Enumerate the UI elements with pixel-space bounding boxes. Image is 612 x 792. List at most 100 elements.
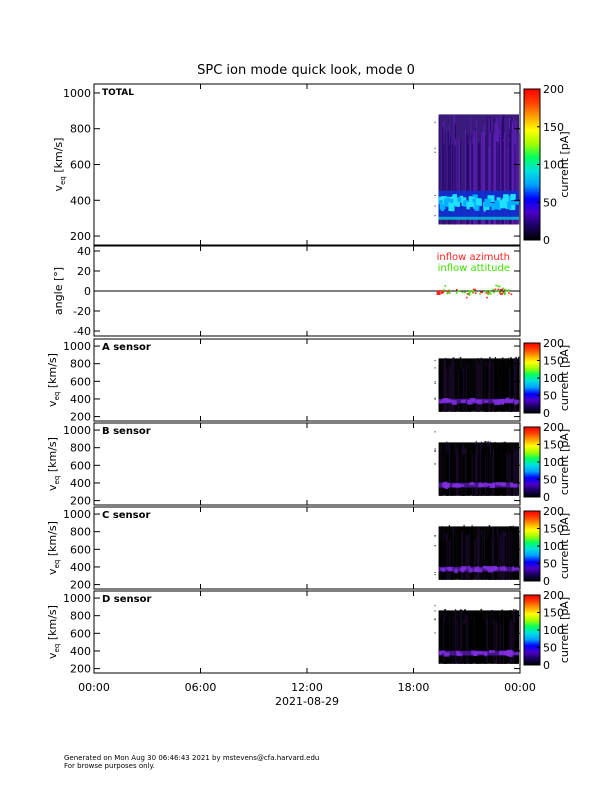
attitude-point xyxy=(486,293,489,295)
colorbar-tick-label: 150 xyxy=(543,607,564,620)
attitude-point xyxy=(484,290,487,292)
spectrogram-streak xyxy=(456,361,458,412)
azimuth-point xyxy=(474,288,477,291)
spectrogram-streak xyxy=(497,539,498,580)
spectrogram-streak xyxy=(447,531,449,580)
spectrogram-streak xyxy=(446,369,448,412)
core-beam-cell xyxy=(460,567,465,573)
spectrogram-streak xyxy=(490,453,492,496)
attitude-point xyxy=(468,290,470,293)
spectrogram-streak xyxy=(513,529,516,580)
spectrogram-streak xyxy=(478,142,481,225)
core-beam-cell xyxy=(484,652,488,656)
spectrogram-streak xyxy=(494,356,497,412)
spectrogram-streak xyxy=(482,620,485,664)
colorbar-tick-label: 150 xyxy=(543,439,564,452)
data-speck xyxy=(434,618,436,620)
spectrogram-streak xyxy=(506,452,508,496)
data-speck xyxy=(434,147,436,149)
core-beam-cell xyxy=(509,204,516,211)
colorbar-tick-label: 150 xyxy=(543,355,564,368)
core-beam-cell xyxy=(463,200,469,207)
core-beam-cell xyxy=(475,399,482,403)
data-speck xyxy=(434,545,436,547)
spectrogram-streak xyxy=(461,371,464,412)
spectrogram-streak xyxy=(509,620,512,664)
spectrogram-streak xyxy=(438,364,441,412)
spectrogram-streak xyxy=(445,540,447,580)
attitude-point xyxy=(490,293,492,295)
azimuth-point xyxy=(510,293,513,296)
y-tick-label: 600 xyxy=(70,543,91,556)
spectrogram-streak xyxy=(485,365,488,412)
colorbar-label: current [pA] xyxy=(558,345,571,411)
colorbar-tick-label: 0 xyxy=(543,575,550,588)
core-beam-cell xyxy=(514,652,519,655)
attitude-point xyxy=(487,293,490,296)
core-beam-cell xyxy=(454,568,458,574)
core-beam-cell xyxy=(508,652,513,657)
x-axis-label: 2021-08-29 xyxy=(275,695,339,708)
data-speck xyxy=(434,360,436,362)
spectrogram-streak xyxy=(479,442,482,496)
spectrogram-streak xyxy=(472,448,475,496)
core-beam-cell xyxy=(456,650,460,656)
x-tick-label: 00:00 xyxy=(78,681,110,694)
core-beam-cell xyxy=(512,566,515,571)
attitude-point xyxy=(448,289,450,291)
spectrogram-streak xyxy=(452,456,455,496)
azimuth-point xyxy=(472,288,475,291)
core-beam-cell xyxy=(514,201,520,205)
core-beam-cell xyxy=(489,650,493,653)
panel-label: A sensor xyxy=(102,342,151,353)
x-tick-label: 12:00 xyxy=(291,681,323,694)
azimuth-point xyxy=(486,296,488,299)
core-beam-cell xyxy=(455,483,461,488)
core-beam-cell xyxy=(474,567,478,572)
spectrogram-streak xyxy=(489,441,492,496)
spectrogram-streak xyxy=(474,455,477,496)
spectrogram-streak xyxy=(508,142,511,225)
data-speck xyxy=(434,535,436,537)
spectrogram-streak xyxy=(439,539,442,580)
spectrogram-streak xyxy=(448,366,451,412)
spectrogram-streak xyxy=(513,118,515,225)
core-beam-cell xyxy=(503,650,508,656)
attitude-point xyxy=(488,289,491,292)
colorbar-label: current [pA] xyxy=(558,131,571,197)
footer-generated: Generated on Mon Aug 30 06:46:43 2021 by… xyxy=(64,754,320,762)
azimuth-point xyxy=(508,292,510,294)
spectrogram-streak xyxy=(464,623,466,664)
colorbar-tick-label: 150 xyxy=(543,523,564,536)
y-tick-label: 1000 xyxy=(63,87,91,100)
spectrogram-streak xyxy=(452,617,454,664)
spectrogram-streak xyxy=(438,611,440,664)
spectrogram-streak xyxy=(471,143,474,225)
core-beam-cell xyxy=(445,398,450,403)
panel-0: TOTAL veq [km/s] 0 50 100 150 200 current [pA] 2… xyxy=(52,83,571,247)
core-beam-cell xyxy=(491,203,495,211)
attitude-point xyxy=(455,292,458,294)
spectrogram-streak xyxy=(490,132,493,225)
spectrogram-streak xyxy=(446,450,449,496)
attitude-point xyxy=(497,285,499,288)
core-beam-cell xyxy=(451,195,456,205)
spectrogram-streak xyxy=(491,537,493,580)
azimuth-point xyxy=(501,288,503,291)
spectrogram-streak xyxy=(441,370,443,412)
attitude-point xyxy=(448,292,451,295)
spectrogram-streak xyxy=(493,526,496,580)
azimuth-point xyxy=(502,291,505,293)
azimuth-point xyxy=(436,291,441,295)
spectrogram-streak xyxy=(457,611,459,664)
legend-azimuth: inflow azimuth xyxy=(437,252,510,263)
spectrogram-streak xyxy=(452,527,455,580)
azimuth-point xyxy=(439,290,441,292)
spectrogram-streak xyxy=(499,365,501,412)
attitude-point xyxy=(443,289,445,291)
spectrogram-streak xyxy=(483,540,485,580)
core-beam-cell xyxy=(447,399,453,403)
colorbar-tick-label: 0 xyxy=(543,234,550,247)
